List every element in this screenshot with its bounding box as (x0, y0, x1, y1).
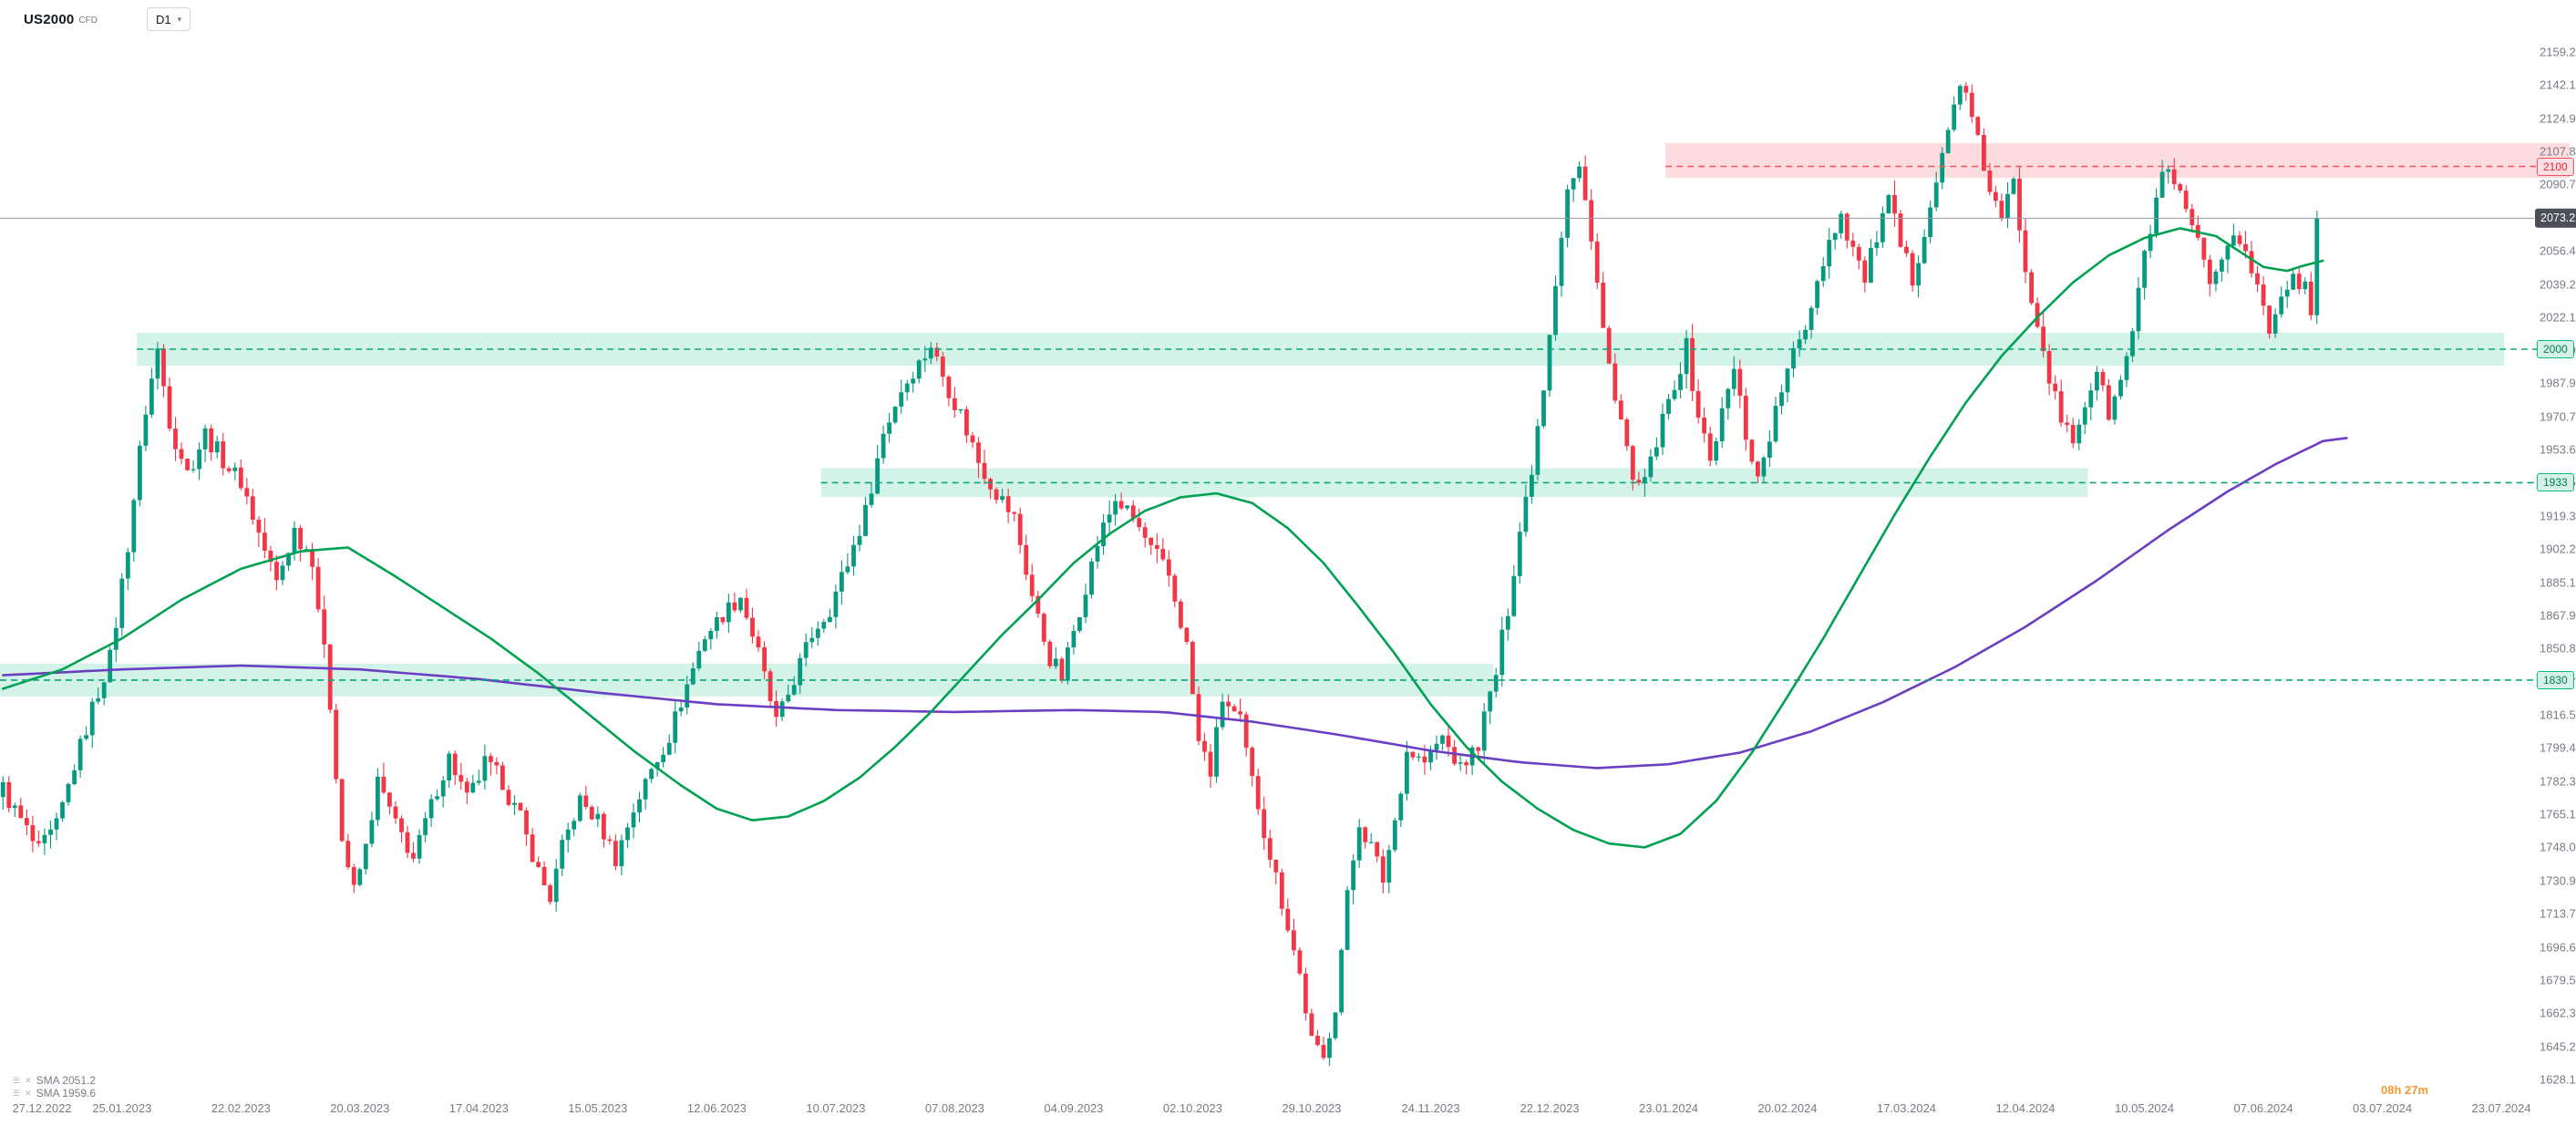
sma-slow-line[interactable] (1, 437, 2348, 770)
up-candle-wicks (2, 84, 2318, 1066)
indicator-menu-icon[interactable]: ☰ (13, 1075, 21, 1085)
down-candle-bodies (6, 86, 2313, 1059)
chevron-down-icon: ▾ (177, 14, 182, 24)
indicator-remove-icon[interactable]: ✕ (25, 1088, 32, 1098)
down-candle-wicks (8, 82, 2312, 1060)
instrument-header: US2000 CFD D1 ▾ (24, 7, 191, 31)
indicator-label: SMA 1959.6 (36, 1087, 97, 1100)
indicator-label: SMA 2051.2 (36, 1074, 97, 1087)
support-resistance-zone-2100[interactable] (1665, 143, 2571, 179)
sma-fast-line[interactable] (1, 227, 2324, 849)
indicator-legend: ☰ ✕ SMA 2051.2 ☰ ✕ SMA 1959.6 (13, 1074, 96, 1100)
indicator-row-sma-fast[interactable]: ☰ ✕ SMA 2051.2 (13, 1074, 96, 1087)
timeframe-dropdown[interactable]: D1 ▾ (146, 7, 191, 31)
indicator-menu-icon[interactable]: ☰ (13, 1088, 21, 1098)
indicator-row-sma-slow[interactable]: ☰ ✕ SMA 1959.6 (13, 1087, 96, 1100)
up-candle-bodies (0, 86, 2320, 1059)
symbol-name[interactable]: US2000 (24, 11, 75, 27)
timeframe-value: D1 (155, 12, 171, 26)
indicator-remove-icon[interactable]: ✕ (25, 1075, 32, 1085)
instrument-type-label: CFD (78, 15, 98, 26)
candle-countdown: 08h 27m (2381, 1083, 2429, 1097)
